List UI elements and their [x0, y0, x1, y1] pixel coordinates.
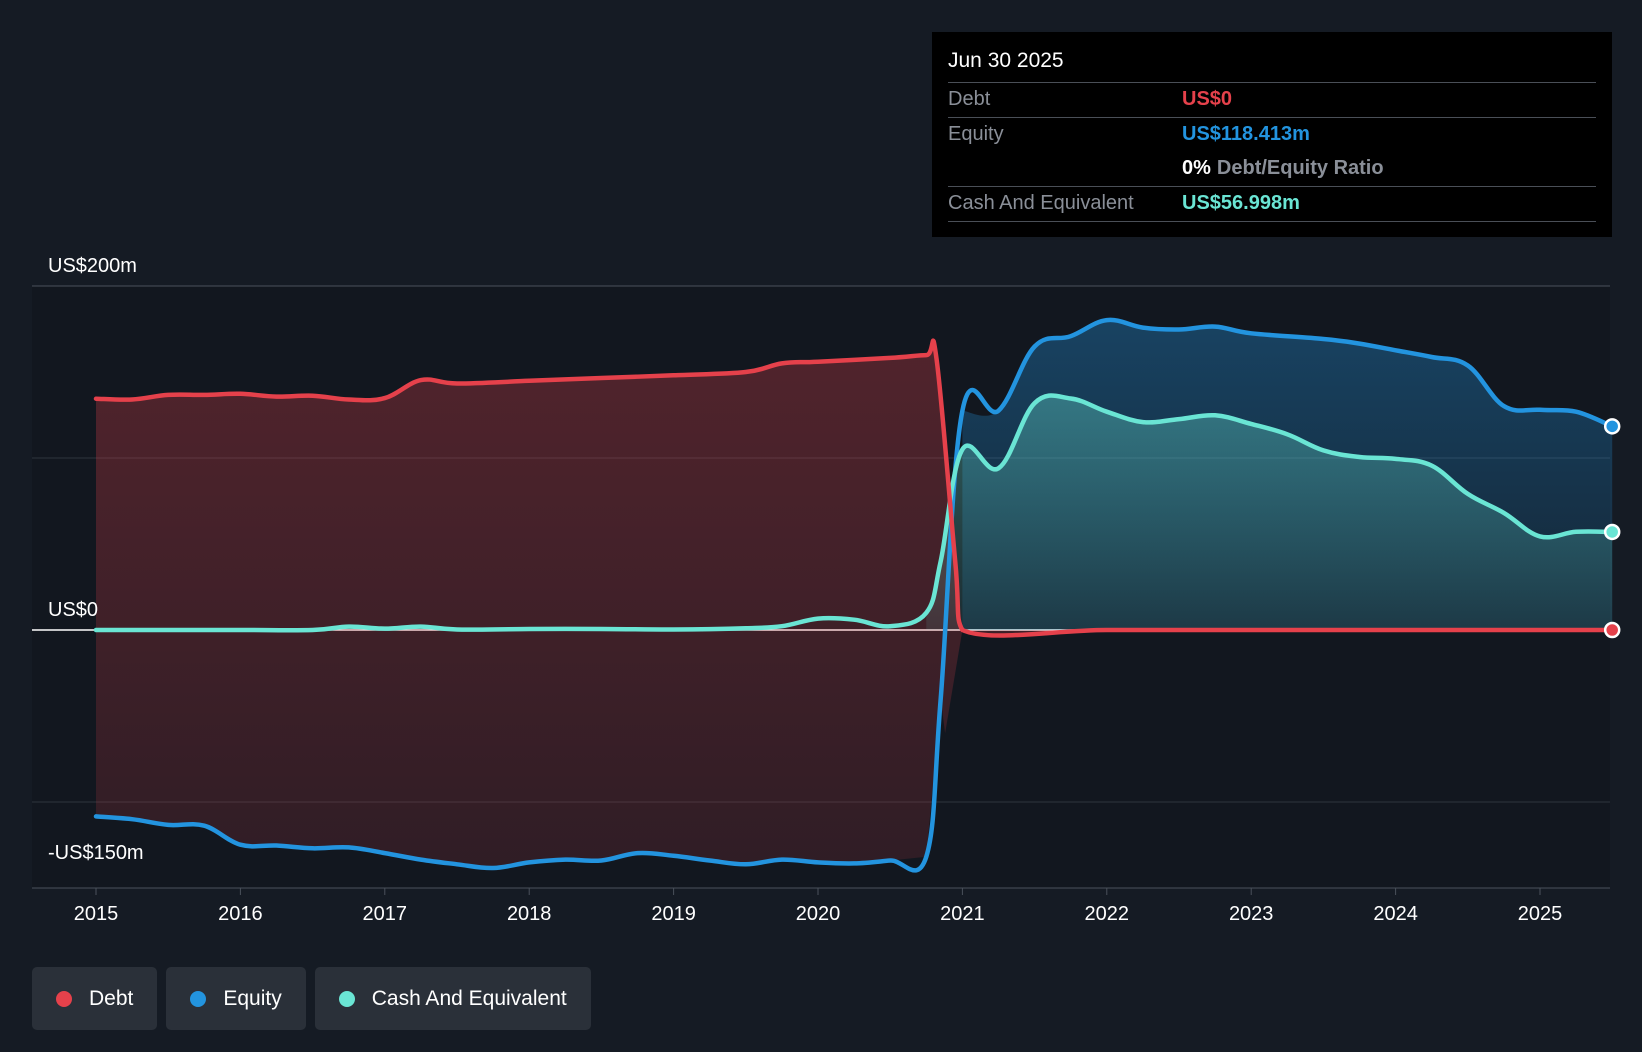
x-tick-label: 2016 — [218, 903, 263, 925]
x-tick-label: 2025 — [1518, 903, 1563, 925]
legend-cash-dot-icon — [338, 990, 355, 1007]
legend-cash-label: Cash And Equivalent — [371, 986, 567, 1010]
tooltip-cash-value: US$56.998m — [1182, 192, 1300, 214]
debt-area — [96, 340, 1613, 869]
tooltip-equity-label: Equity — [948, 123, 1004, 145]
tooltip-equity-row: Equity US$118.413m — [948, 118, 1596, 152]
y-tick-label: US$0 — [48, 599, 98, 621]
legend-debt-label: Debt — [89, 986, 134, 1010]
tooltip-ratio-label: Debt/Equity Ratio — [1216, 157, 1384, 179]
tick-layer: US$200m US$0 -US$150m 2015 2016 2017 2018 2019 2… — [48, 255, 1562, 925]
tooltip-ratio-spacer — [948, 152, 1182, 186]
area-layer — [96, 319, 1613, 869]
x-tick-label: 2019 — [651, 903, 696, 925]
legend-equity-dot-icon — [190, 990, 207, 1007]
tooltip-cash-row: Cash And Equivalent US$56.998m — [948, 187, 1596, 222]
tooltip-debt-label: Debt — [948, 88, 991, 110]
legend-debt-dot-icon — [56, 990, 72, 1007]
tooltip-date: Jun 30 2025 — [948, 46, 1596, 83]
legend-equity-label: Equity — [223, 986, 282, 1010]
y-tick-label: US$200m — [48, 255, 137, 277]
x-tick-label: 2017 — [363, 903, 408, 925]
marker-layer — [1603, 418, 1621, 639]
y-tick-label: -US$150m — [48, 842, 144, 864]
x-tick-label: 2022 — [1085, 903, 1130, 925]
x-tick-label: 2015 — [74, 903, 119, 925]
x-tick-label: 2018 — [507, 903, 552, 925]
legend-cash[interactable]: Cash And Equivalent — [314, 967, 591, 1030]
tooltip-ratio-value: 0% — [1182, 157, 1211, 179]
line-layer — [93, 317, 1615, 873]
debt-line — [93, 338, 1615, 638]
tooltip-debt-row: Debt US$0 — [948, 83, 1596, 118]
x-tick-label: 2020 — [796, 903, 841, 925]
legend-debt[interactable]: Debt — [32, 967, 158, 1030]
cash-area — [926, 395, 1613, 630]
debt-end-marker[interactable] — [1603, 621, 1621, 639]
tooltip-panel: Jun 30 2025 Debt US$0 Equity US$118.413m… — [932, 32, 1612, 237]
x-tick-label: 2021 — [940, 903, 985, 925]
tooltip-equity-value: US$118.413m — [1182, 123, 1310, 145]
cash-line — [93, 393, 1615, 633]
cash-end-marker[interactable] — [1603, 523, 1621, 541]
x-tick-label: 2023 — [1229, 903, 1274, 925]
x-tick-label: 2024 — [1373, 903, 1418, 925]
equity-end-marker[interactable] — [1603, 418, 1621, 435]
tooltip-ratio-row: 0% Debt/Equity Ratio — [948, 152, 1596, 187]
equity-line — [93, 317, 1615, 873]
tooltip-cash-label: Cash And Equivalent — [948, 192, 1134, 214]
chart-legend: Debt Equity Cash And Equivalent — [32, 967, 591, 1030]
legend-equity[interactable]: Equity — [166, 967, 306, 1030]
tooltip-debt-value: US$0 — [1182, 88, 1233, 110]
